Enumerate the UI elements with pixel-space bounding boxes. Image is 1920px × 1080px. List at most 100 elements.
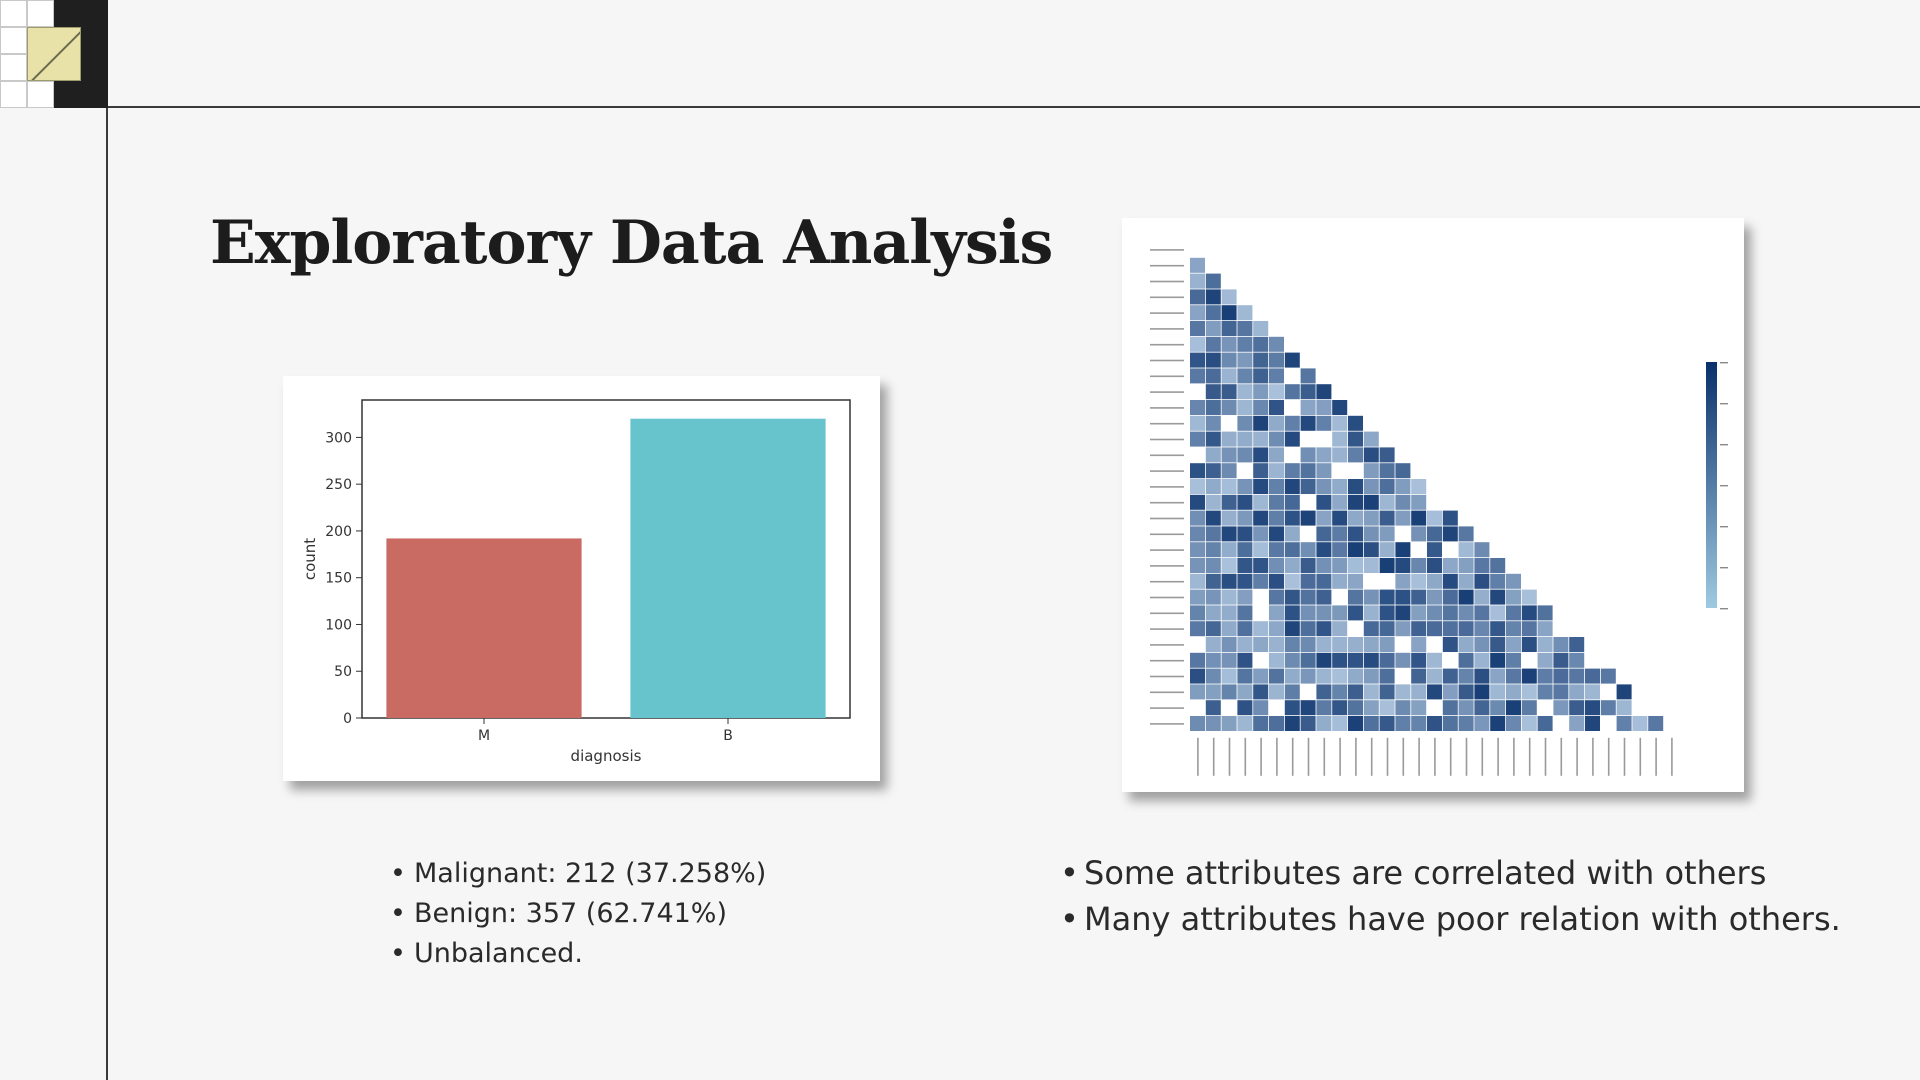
diagonal-square-icon: [27, 27, 81, 81]
heatmap-cell: [1253, 668, 1269, 684]
heatmap-cell: [1442, 716, 1458, 731]
heatmap-cell: [1269, 336, 1284, 352]
column-label: [1355, 737, 1357, 776]
heatmap-cell: [1316, 716, 1332, 731]
heatmap-cell: [1363, 510, 1379, 526]
heatmap-cell: [1221, 352, 1237, 368]
heatmap-cell: [1537, 684, 1553, 700]
heatmap-cell: [1427, 684, 1442, 700]
heatmap-cell: [1395, 542, 1411, 558]
heatmap-cell: [1348, 668, 1363, 684]
heatmap-cell: [1269, 573, 1284, 589]
heatmap-cell: [1521, 637, 1537, 652]
heatmap-cell: [1348, 637, 1363, 652]
heatmap-cell: [1363, 558, 1379, 573]
heatmap-cell: [1284, 384, 1300, 400]
heatmap-cell: [1458, 637, 1474, 652]
heatmap-cell: [1458, 652, 1474, 668]
heatmap-cell: [1395, 558, 1411, 573]
heatmap-cell: [1237, 368, 1253, 384]
heatmap-cell: [1490, 637, 1506, 652]
heatmap-cell: [1284, 605, 1300, 621]
heatmap-cell: [1221, 668, 1237, 684]
heatmap-cell: [1205, 621, 1221, 637]
heatmap-cell: [1237, 668, 1253, 684]
heatmap-cell: [1269, 716, 1284, 731]
heatmap-cell: [1300, 479, 1316, 494]
column-label: [1212, 737, 1215, 776]
heatmap-cell: [1284, 621, 1300, 637]
heatmap-cell: [1253, 321, 1269, 336]
heatmap-cell: [1205, 668, 1221, 684]
row-label: [1150, 454, 1184, 457]
heatmap-cell: [1269, 621, 1284, 637]
column-label: [1497, 737, 1499, 776]
heatmap-cell: [1237, 305, 1253, 321]
heatmap-cell: [1316, 447, 1332, 463]
heatmap-cell: [1379, 668, 1395, 684]
heatmap-cell: [1490, 621, 1506, 637]
heatmap-cell: [1458, 668, 1474, 684]
heatmap-cell: [1458, 605, 1474, 621]
column-label: [1228, 737, 1231, 776]
heatmap-cell: [1474, 700, 1490, 716]
column-label: [1418, 737, 1420, 776]
x-axis-label: diagnosis: [571, 747, 642, 765]
heatmap-cell: [1458, 542, 1474, 558]
heatmap-cell: [1411, 700, 1427, 716]
y-axis-label: count: [301, 538, 319, 580]
heatmap-cell: [1284, 558, 1300, 573]
heatmap-cell: [1269, 684, 1284, 700]
heatmap-cell: [1205, 589, 1221, 605]
heatmap-cell: [1411, 637, 1427, 652]
heatmap-cell: [1253, 558, 1269, 573]
heatmap-cell: [1253, 447, 1269, 463]
class-distribution-bullets: Malignant: 212 (37.258%) Benign: 357 (62…: [386, 854, 766, 974]
heatmap-cell: [1190, 652, 1205, 668]
heatmap-cell: [1332, 605, 1348, 621]
heatmap-cell: [1379, 542, 1395, 558]
vertical-divider: [106, 108, 108, 1080]
heatmap-cell: [1316, 400, 1332, 415]
column-label: [1528, 737, 1531, 776]
heatmap-cell: [1269, 652, 1284, 668]
heatmap-cell: [1221, 605, 1237, 621]
horizontal-divider: [108, 106, 1920, 108]
heatmap-cell: [1237, 700, 1253, 716]
heatmap-cell: [1237, 558, 1253, 573]
heatmap-cell: [1190, 526, 1205, 542]
heatmap-cell: [1458, 589, 1474, 605]
column-label: [1276, 737, 1278, 776]
heatmap-cell: [1316, 621, 1332, 637]
heatmap-cell: [1363, 621, 1379, 637]
heatmap-cell: [1553, 684, 1569, 700]
heatmap-cell: [1427, 526, 1442, 542]
heatmap-cell: [1411, 621, 1427, 637]
colorbar-tick: [1720, 403, 1728, 405]
heatmap-cell: [1269, 510, 1284, 526]
heatmap-cell: [1237, 652, 1253, 668]
heatmap-cell: [1395, 621, 1411, 637]
heatmap-cell: [1237, 526, 1253, 542]
heatmap-cell: [1379, 716, 1395, 731]
heatmap-cell: [1379, 700, 1395, 716]
heatmap-cell: [1221, 716, 1237, 731]
heatmap-cell: [1205, 415, 1221, 431]
heatmap-cell: [1284, 510, 1300, 526]
heatmap-cell: [1490, 668, 1506, 684]
heatmap-cell: [1427, 573, 1442, 589]
heatmap-cell: [1205, 652, 1221, 668]
heatmap-cell: [1332, 526, 1348, 542]
corner-decoration: [0, 0, 108, 108]
heatmap-cell: [1253, 415, 1269, 431]
row-label: [1150, 343, 1184, 346]
plot-frame: [361, 399, 851, 719]
row-label: [1150, 612, 1184, 615]
heatmap-cell: [1521, 589, 1537, 605]
heatmap-cell: [1284, 431, 1300, 447]
heatmap-cell: [1348, 431, 1363, 447]
heatmap-cell: [1348, 479, 1363, 494]
row-label: [1150, 644, 1184, 646]
heatmap-cell: [1237, 415, 1253, 431]
row-label: [1150, 659, 1184, 662]
